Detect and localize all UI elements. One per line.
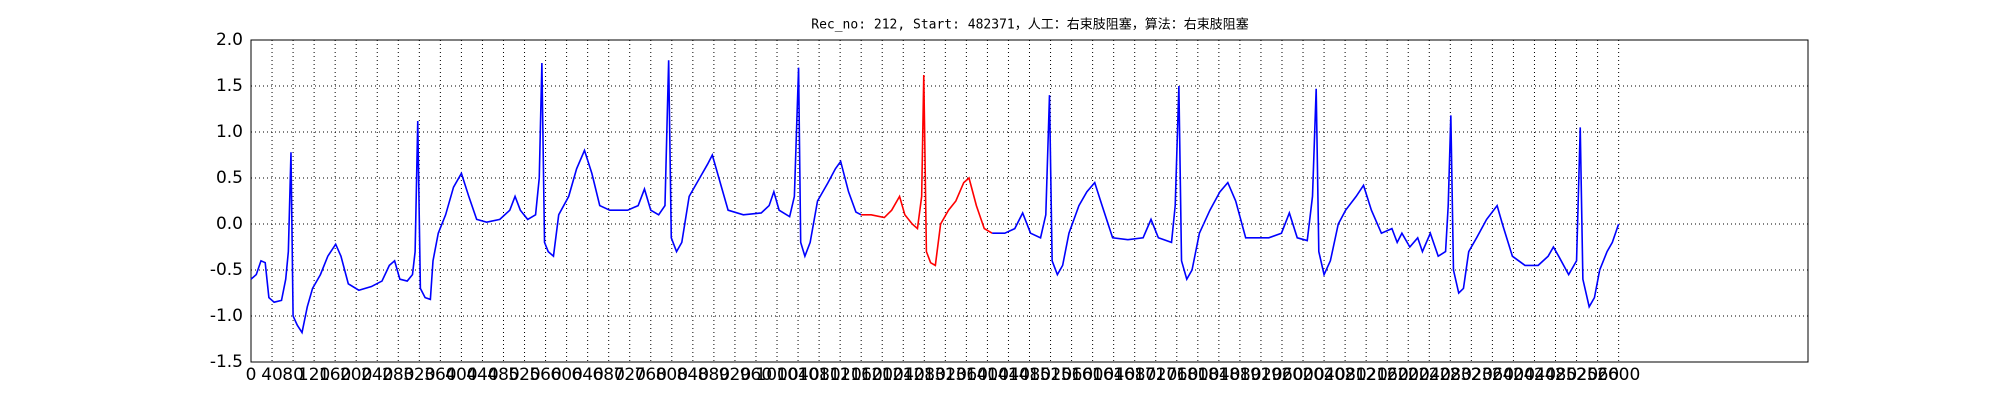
x-tick-label: 480 <box>487 365 519 385</box>
x-tick-label: 1200 <box>861 365 904 385</box>
x-tick-label: 2320 <box>1450 365 1493 385</box>
x-tick-label: 920 <box>719 365 751 385</box>
x-tick-label: 40 <box>261 365 283 385</box>
x-tick-label: 880 <box>698 365 730 385</box>
chart-title: Rec_no: 212, Start: 482371，人工：右束肢阻塞，算法：右… <box>811 17 1249 33</box>
x-tick-label: 1680 <box>1113 365 1156 385</box>
x-tick-label: 560 <box>529 365 561 385</box>
x-tick-label: 1960 <box>1260 365 1303 385</box>
x-tick-label: 2240 <box>1408 365 1451 385</box>
x-tick-label: 1160 <box>840 365 883 385</box>
x-tick-label: 1400 <box>966 365 1009 385</box>
x-tick-label: 2520 <box>1555 365 1598 385</box>
plot-frame <box>250 39 1809 363</box>
x-tick-label: 2600 <box>1597 365 1640 385</box>
y-tick-label: 0.5 <box>216 168 243 188</box>
x-tick-label: 440 <box>466 365 498 385</box>
x-tick-label: 1240 <box>882 365 925 385</box>
line-series <box>992 85 1620 309</box>
x-tick-label: 1560 <box>1050 365 1093 385</box>
x-tick-label: 320 <box>403 365 435 385</box>
x-tick-label: 200 <box>340 365 372 385</box>
x-tick-label: 840 <box>677 365 709 385</box>
y-tick-label: 1.0 <box>216 122 243 142</box>
x-tick-label: 2200 <box>1387 365 1430 385</box>
line-series <box>250 60 862 335</box>
x-tick-label: 1800 <box>1176 365 1219 385</box>
y-tick-label: 0.0 <box>216 214 243 234</box>
x-tick-label: 1520 <box>1029 365 1072 385</box>
x-tick-label: 1280 <box>903 365 946 385</box>
x-tick-label: 520 <box>508 365 540 385</box>
x-tick-label: 640 <box>571 365 603 385</box>
x-tick-label: 400 <box>445 365 477 385</box>
x-tick-label: 360 <box>424 365 456 385</box>
x-tick-label: 1640 <box>1092 365 1135 385</box>
x-tick-label: 240 <box>361 365 393 385</box>
y-tick-label: -1.0 <box>210 306 243 326</box>
y-tick-label: -0.5 <box>210 260 243 280</box>
x-tick-label: 1120 <box>819 365 862 385</box>
x-tick-label: 1360 <box>945 365 988 385</box>
x-tick-label: 2560 <box>1576 365 1619 385</box>
x-tick-label: 2000 <box>1281 365 1324 385</box>
x-tick-label: 1320 <box>924 365 967 385</box>
x-tick-label: 280 <box>382 365 414 385</box>
y-tick-label: 2.0 <box>216 30 243 50</box>
x-tick-label: 120 <box>298 365 330 385</box>
x-tick-label: 1920 <box>1239 365 1282 385</box>
x-tick-label: 2360 <box>1471 365 1514 385</box>
x-tick-label: 600 <box>550 365 582 385</box>
x-tick-label: 960 <box>740 365 772 385</box>
x-tick-label: 0 <box>246 365 257 385</box>
x-tick-label: 2120 <box>1345 365 1388 385</box>
x-tick-label: 760 <box>635 365 667 385</box>
x-tick-label: 1760 <box>1155 365 1198 385</box>
x-tick-label: 80 <box>282 365 304 385</box>
x-tick-label: 2160 <box>1366 365 1409 385</box>
x-tick-label: 2280 <box>1429 365 1472 385</box>
x-tick-label: 1040 <box>776 365 819 385</box>
y-tick-label: 1.5 <box>216 76 243 96</box>
x-tick-label: 720 <box>614 365 646 385</box>
x-tick-label: 1880 <box>1218 365 1261 385</box>
x-tick-label: 2080 <box>1323 365 1366 385</box>
x-tick-label: 1600 <box>1071 365 1114 385</box>
x-tick-label: 2440 <box>1513 365 1556 385</box>
x-tick-label: 2040 <box>1302 365 1345 385</box>
x-tick-label: 160 <box>319 365 351 385</box>
x-tick-label: 2400 <box>1492 365 1535 385</box>
line-series <box>861 74 993 267</box>
x-tick-label: 1000 <box>755 365 798 385</box>
x-tick-label: 800 <box>656 365 688 385</box>
x-tick-label: 2480 <box>1534 365 1577 385</box>
x-tick-label: 1440 <box>987 365 1030 385</box>
x-tick-label: 1080 <box>797 365 840 385</box>
x-tick-label: 680 <box>592 365 624 385</box>
x-tick-label: 1720 <box>1134 365 1177 385</box>
x-tick-label: 1840 <box>1197 365 1240 385</box>
y-tick-label: -1.5 <box>210 352 243 372</box>
x-tick-label: 1480 <box>1008 365 1051 385</box>
